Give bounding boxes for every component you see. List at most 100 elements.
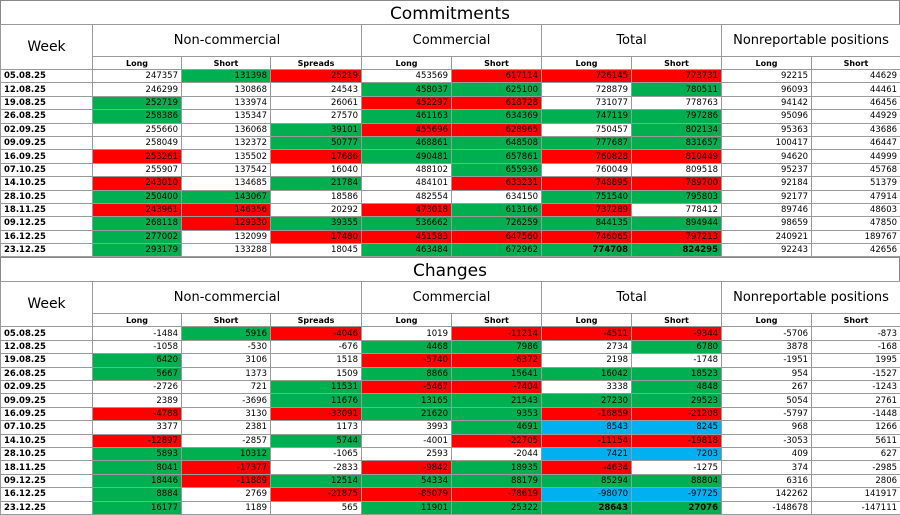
week-cell: 09.09.25 <box>1 394 93 407</box>
value-cell: 137542 <box>182 163 271 176</box>
value-cell: 12514 <box>271 474 362 487</box>
value-cell: -78619 <box>452 488 542 501</box>
value-cell: 6780 <box>632 340 722 353</box>
value-cell: 243961 <box>93 203 182 216</box>
value-cell: 737289 <box>542 203 632 216</box>
value-cell: 132372 <box>182 136 271 149</box>
value-cell: 8543 <box>542 421 632 434</box>
value-cell: 3130 <box>182 407 271 420</box>
value-cell: 746065 <box>542 230 632 243</box>
value-cell: 45768 <box>812 163 900 176</box>
value-cell: 143067 <box>182 190 271 203</box>
value-cell: 728879 <box>542 83 632 96</box>
value-cell: 5054 <box>722 394 812 407</box>
value-cell: 20292 <box>271 203 362 216</box>
value-cell: 633231 <box>452 177 542 190</box>
value-cell: 463484 <box>362 244 452 257</box>
value-cell: 44629 <box>812 70 900 83</box>
value-cell: -7404 <box>452 381 542 394</box>
value-cell: 27230 <box>542 394 632 407</box>
group-header: Commercial <box>362 282 542 314</box>
week-cell: 18.11.25 <box>1 461 93 474</box>
week-cell: 18.11.25 <box>1 203 93 216</box>
value-cell: 2198 <box>542 354 632 367</box>
value-cell: -1243 <box>812 381 900 394</box>
value-cell: 130868 <box>182 83 271 96</box>
value-cell: 146356 <box>182 203 271 216</box>
value-cell: 1266 <box>812 421 900 434</box>
value-cell: 96093 <box>722 83 812 96</box>
column-header: Long <box>362 57 452 70</box>
column-header: Long <box>722 314 812 327</box>
value-cell: 92177 <box>722 190 812 203</box>
week-cell: 26.08.25 <box>1 367 93 380</box>
value-cell: 25322 <box>452 501 542 514</box>
week-cell: 23.12.25 <box>1 501 93 514</box>
column-header: Long <box>93 314 182 327</box>
week-cell: 09.12.25 <box>1 217 93 230</box>
value-cell: 482554 <box>362 190 452 203</box>
value-cell: 11901 <box>362 501 452 514</box>
value-cell: 797286 <box>632 110 722 123</box>
value-cell: 92215 <box>722 70 812 83</box>
week-cell: 05.08.25 <box>1 70 93 83</box>
value-cell: 7421 <box>542 447 632 460</box>
value-cell: 6316 <box>722 474 812 487</box>
value-cell: 5916 <box>182 327 271 340</box>
value-cell: 2381 <box>182 421 271 434</box>
value-cell: 1189 <box>182 501 271 514</box>
value-cell: 1019 <box>362 327 452 340</box>
value-cell: 968 <box>722 421 812 434</box>
value-cell: 16040 <box>271 163 362 176</box>
value-cell: -168 <box>812 340 900 353</box>
group-header: Total <box>542 282 722 314</box>
value-cell: 453569 <box>362 70 452 83</box>
value-cell: 7986 <box>452 340 542 353</box>
value-cell: 95096 <box>722 110 812 123</box>
value-cell: -5467 <box>362 381 452 394</box>
value-cell: 5893 <box>93 447 182 460</box>
value-cell: 240921 <box>722 230 812 243</box>
value-cell: -5740 <box>362 354 452 367</box>
value-cell: 43686 <box>812 123 900 136</box>
value-cell: 85294 <box>542 474 632 487</box>
week-header: Week <box>1 25 93 70</box>
group-header: Non-commercial <box>93 282 362 314</box>
value-cell: 258386 <box>93 110 182 123</box>
value-cell: 774708 <box>542 244 632 257</box>
value-cell: 39101 <box>271 123 362 136</box>
value-cell: 267 <box>722 381 812 394</box>
value-cell: 13165 <box>362 394 452 407</box>
value-cell: 721 <box>182 381 271 394</box>
week-cell: 23.12.25 <box>1 244 93 257</box>
value-cell: 3878 <box>722 340 812 353</box>
value-cell: 751540 <box>542 190 632 203</box>
value-cell: 29523 <box>632 394 722 407</box>
value-cell: 3338 <box>542 381 632 394</box>
value-cell: -11214 <box>452 327 542 340</box>
value-cell: 24543 <box>271 83 362 96</box>
value-cell: 50777 <box>271 136 362 149</box>
value-cell: 10312 <box>182 447 271 460</box>
value-cell: 92184 <box>722 177 812 190</box>
week-cell: 16.12.25 <box>1 488 93 501</box>
value-cell: 46456 <box>812 96 900 109</box>
group-header: Non-commercial <box>93 25 362 57</box>
value-cell: -97725 <box>632 488 722 501</box>
value-cell: 451583 <box>362 230 452 243</box>
value-cell: 490481 <box>362 150 452 163</box>
value-cell: 954 <box>722 367 812 380</box>
